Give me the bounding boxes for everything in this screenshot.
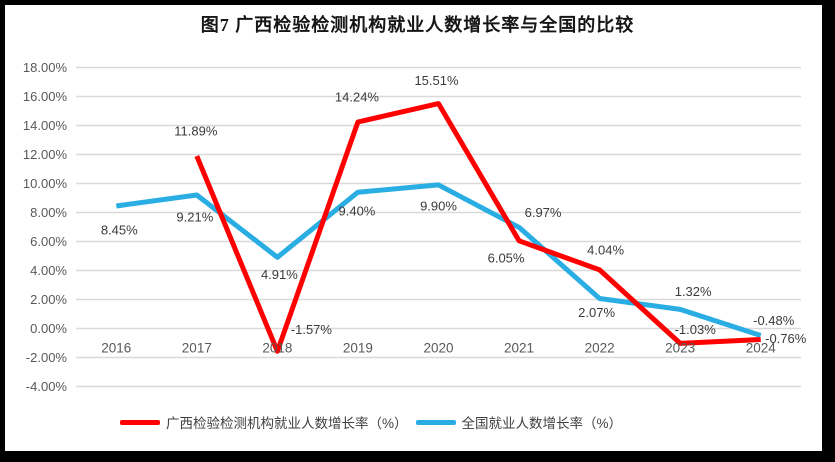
y-axis-tick-label: 4.00% — [30, 263, 67, 278]
data-label: -0.48% — [753, 313, 795, 328]
data-label: 1.32% — [675, 284, 712, 299]
x-axis-tick-label: 2019 — [343, 341, 373, 356]
y-axis-tick-label: 8.00% — [30, 205, 67, 220]
y-axis-tick-label: -4.00% — [26, 379, 68, 394]
red-line-swatch-icon — [120, 419, 160, 425]
legend-item-guangxi: 广西检验检测机构就业人数增长率（%） — [120, 412, 408, 432]
x-axis-tick-label: 2016 — [101, 341, 131, 356]
chart-title: 图7 广西检验检测机构就业人数增长率与全国的比较 — [200, 15, 635, 35]
data-label: 9.40% — [339, 204, 376, 219]
data-label: 11.89% — [174, 124, 218, 139]
data-label: 2.07% — [578, 305, 615, 320]
x-axis-tick-label: 2021 — [504, 341, 534, 356]
data-label: 14.24% — [335, 90, 380, 105]
data-label: 6.05% — [488, 250, 525, 265]
data-label: 6.97% — [525, 205, 562, 220]
data-label: 4.04% — [587, 242, 624, 257]
y-axis-tick-label: 10.00% — [23, 176, 68, 191]
x-axis-tick-label: 2022 — [585, 341, 615, 356]
x-axis-tick-label: 2017 — [182, 341, 212, 356]
x-axis-tick-label: 2020 — [423, 341, 453, 356]
data-label: -0.76% — [765, 331, 807, 346]
chart-legend: 广西检验检测机构就业人数增长率（%） 全国就业人数增长率（%） — [120, 412, 622, 432]
data-label: 4.91% — [261, 267, 298, 282]
y-axis-tick-label: 2.00% — [30, 292, 67, 307]
legend-label-national: 全国就业人数增长率（%） — [461, 416, 623, 431]
data-label: -1.57% — [291, 322, 333, 337]
x-axis-tick-label: 2023 — [665, 341, 695, 356]
series-line-0 — [194, 101, 761, 354]
blue-line-swatch-icon — [415, 419, 456, 425]
legend-item-national: 全国就业人数增长率（%） — [415, 412, 623, 432]
chart-canvas — [5, 5, 822, 451]
y-axis-tick-label: 12.00% — [23, 147, 68, 162]
data-label: 9.21% — [176, 209, 213, 224]
x-axis-tick-label: 2024 — [746, 341, 777, 356]
x-axis-tick-label: 2018 — [262, 341, 292, 356]
y-axis-tick-label: 0.00% — [30, 321, 67, 336]
y-axis-tick-label: 16.00% — [23, 89, 68, 104]
y-axis-tick-label: 14.00% — [23, 118, 68, 133]
y-axis-tick-label: 18.00% — [23, 60, 68, 75]
data-label: 15.51% — [414, 73, 459, 88]
data-label: 9.90% — [420, 198, 457, 213]
data-label: -1.03% — [675, 322, 717, 337]
y-axis-tick-label: 6.00% — [30, 234, 67, 249]
data-label: 8.45% — [101, 222, 138, 237]
legend-label-guangxi: 广西检验检测机构就业人数增长率（%） — [166, 416, 408, 431]
y-axis-tick-label: -2.00% — [26, 350, 68, 365]
